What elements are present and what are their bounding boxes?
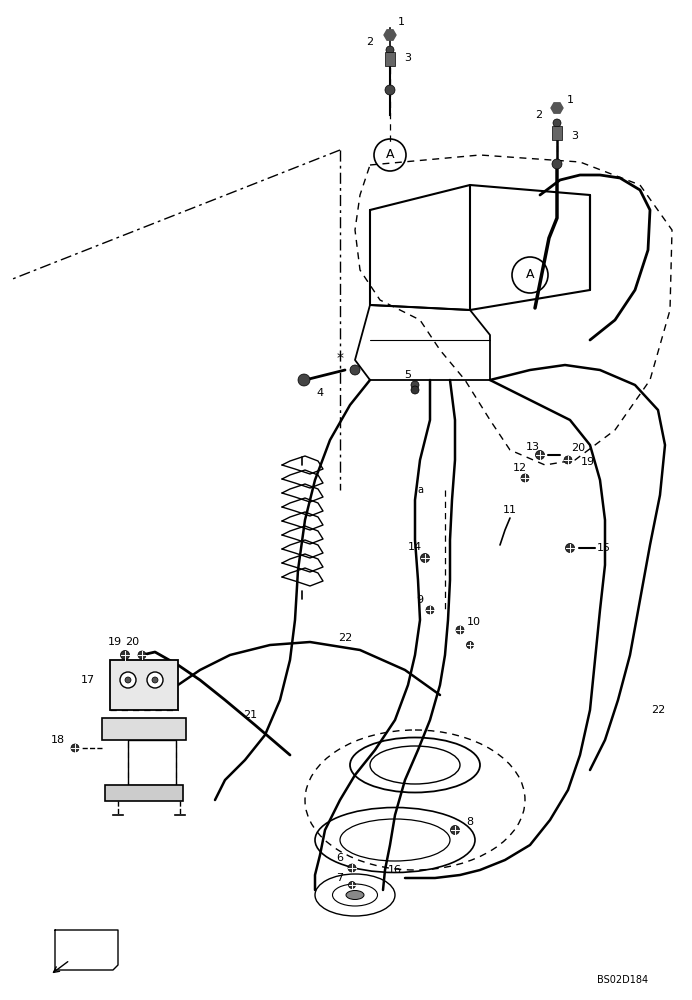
- Text: 6: 6: [336, 853, 343, 863]
- Circle shape: [536, 450, 545, 460]
- Circle shape: [385, 85, 395, 95]
- Circle shape: [298, 374, 310, 386]
- Text: 13: 13: [526, 442, 540, 452]
- Circle shape: [421, 554, 430, 562]
- Text: 2: 2: [367, 37, 374, 47]
- Circle shape: [125, 677, 131, 683]
- Circle shape: [521, 474, 529, 482]
- Polygon shape: [551, 103, 563, 113]
- Text: 10: 10: [467, 617, 481, 627]
- Circle shape: [564, 456, 572, 464]
- Circle shape: [466, 642, 473, 648]
- Bar: [128, 740, 176, 785]
- Circle shape: [456, 626, 464, 634]
- Text: A: A: [526, 268, 534, 282]
- Circle shape: [411, 381, 419, 389]
- Text: 19: 19: [581, 457, 595, 467]
- Text: 9: 9: [417, 595, 424, 605]
- Text: 14: 14: [408, 542, 422, 552]
- Bar: [110, 660, 178, 710]
- Text: 3: 3: [405, 53, 412, 63]
- Text: 3: 3: [572, 131, 579, 141]
- Text: 18: 18: [51, 735, 65, 745]
- Text: 4: 4: [316, 388, 324, 398]
- Text: 17: 17: [81, 675, 95, 685]
- Text: a: a: [417, 485, 423, 495]
- Text: 5: 5: [405, 370, 412, 380]
- Text: 7: 7: [336, 873, 343, 883]
- Circle shape: [120, 650, 129, 660]
- Text: 19: 19: [108, 637, 122, 647]
- Circle shape: [152, 677, 158, 683]
- Text: BS02D184: BS02D184: [597, 975, 648, 985]
- Circle shape: [71, 744, 79, 752]
- Bar: [102, 718, 186, 740]
- Text: 16: 16: [388, 865, 402, 875]
- Circle shape: [553, 119, 561, 127]
- Circle shape: [411, 386, 419, 394]
- Circle shape: [565, 544, 574, 552]
- Circle shape: [120, 672, 136, 688]
- Text: 1: 1: [567, 95, 574, 105]
- Circle shape: [450, 826, 459, 834]
- Text: 12: 12: [513, 463, 527, 473]
- Circle shape: [349, 882, 356, 888]
- Bar: [105, 785, 183, 801]
- Text: 8: 8: [466, 817, 473, 827]
- Text: 1: 1: [398, 17, 405, 27]
- Text: 15: 15: [597, 543, 611, 553]
- Text: *: *: [336, 351, 343, 365]
- Text: 22: 22: [338, 633, 352, 643]
- Circle shape: [147, 672, 163, 688]
- Circle shape: [138, 651, 146, 659]
- Text: 22: 22: [651, 705, 665, 715]
- Text: 20: 20: [571, 443, 585, 453]
- Circle shape: [350, 365, 360, 375]
- Bar: [552, 126, 562, 140]
- Text: 2: 2: [536, 110, 543, 120]
- Polygon shape: [384, 30, 396, 40]
- Text: 11: 11: [503, 505, 517, 515]
- Circle shape: [386, 46, 394, 54]
- Text: 20: 20: [125, 637, 139, 647]
- Ellipse shape: [346, 890, 364, 900]
- Circle shape: [426, 606, 434, 614]
- Text: A: A: [385, 148, 394, 161]
- Text: 21: 21: [243, 710, 257, 720]
- Circle shape: [552, 159, 562, 169]
- Bar: [385, 52, 395, 66]
- Circle shape: [348, 864, 356, 872]
